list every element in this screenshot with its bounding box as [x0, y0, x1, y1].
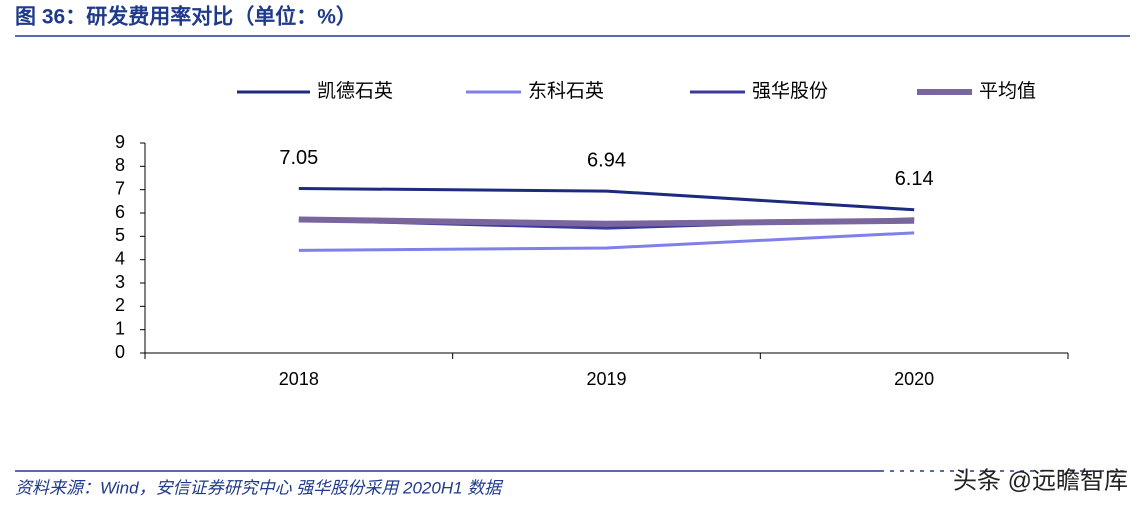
- y-tick-label: 4: [115, 248, 125, 268]
- x-tick-label: 2019: [586, 369, 626, 389]
- watermark: 头条 @远瞻智库: [953, 467, 1128, 494]
- y-tick-label: 1: [115, 318, 125, 338]
- data-label: 6.14: [895, 168, 934, 190]
- source-note: 资料来源：Wind，安信证券研究中心 强华股份采用 2020H1 数据: [15, 478, 504, 497]
- legend-label: 强华股份: [752, 80, 828, 102]
- series-line: [298, 187, 915, 212]
- legend-label: 平均值: [979, 80, 1036, 102]
- y-tick-label: 0: [115, 342, 125, 362]
- y-tick-label: 6: [115, 202, 125, 222]
- y-tick-label: 9: [115, 132, 125, 152]
- x-tick-label: 2020: [894, 369, 934, 389]
- y-tick-label: 8: [115, 155, 125, 175]
- data-label: 7.05: [279, 147, 318, 169]
- y-tick-label: 7: [115, 178, 125, 198]
- y-tick-label: 2: [115, 295, 125, 315]
- y-tick-label: 3: [115, 272, 125, 292]
- x-tick-label: 2018: [279, 369, 319, 389]
- legend-label: 东科石英: [528, 80, 604, 102]
- legend-label: 凯德石英: [317, 80, 393, 102]
- y-tick-label: 5: [115, 225, 125, 245]
- chart-title: 图 36：研发费用率对比（单位：%）: [15, 5, 357, 29]
- series-line: [298, 231, 915, 252]
- series-line: [298, 216, 915, 227]
- data-label: 6.94: [587, 149, 626, 171]
